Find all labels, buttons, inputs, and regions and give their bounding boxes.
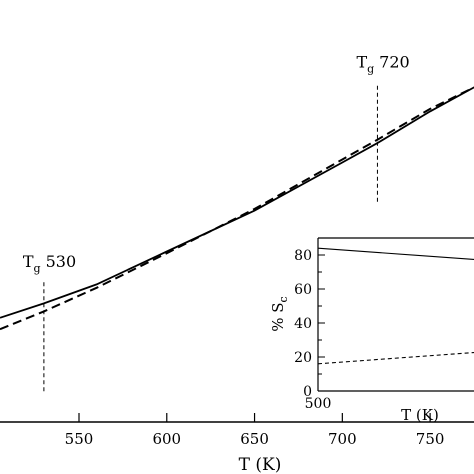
inset-series-solid xyxy=(317,247,474,261)
tg-label: Tg 720 xyxy=(356,53,409,76)
tg-label-value: 530 xyxy=(46,252,77,271)
main-x-ticks: 550 600 650 700 750 xyxy=(65,413,445,448)
main-x-axis-label: T (K) xyxy=(239,455,282,474)
inset-y-tick-label: 80 xyxy=(294,248,312,264)
inset-y-axis-label: % Sc xyxy=(269,296,290,331)
inset-series-group xyxy=(317,247,474,365)
inset-y-tick-label: 40 xyxy=(294,316,312,332)
inset-background xyxy=(318,238,474,391)
inset-x-axis-label: T (K) xyxy=(401,406,439,424)
tg-label-value: 720 xyxy=(379,53,410,72)
main-x-tick-label: 600 xyxy=(152,430,181,448)
tg-label-sub: g xyxy=(34,262,41,275)
main-x-tick-label: 700 xyxy=(328,430,357,448)
inset-y-tick-label: 0 xyxy=(303,384,312,400)
main-x-tick-label: 550 xyxy=(65,430,94,448)
tg-label: Tg 530 xyxy=(23,252,76,275)
inset-y-tick-label: 60 xyxy=(294,282,312,298)
inset-x-ticks: 500 xyxy=(305,396,332,412)
inset-y-axis-label-sub: c xyxy=(277,296,290,302)
main-x-tick-label: 750 xyxy=(416,430,445,448)
main-x-tick-label: 650 xyxy=(240,430,269,448)
inset-x-tick-label: 500 xyxy=(305,396,332,412)
inset-y-tick-label: 20 xyxy=(294,350,312,366)
tg-label-t: T xyxy=(356,53,367,72)
main-series-solid xyxy=(0,86,474,319)
inset-plot: 0 20 40 60 80 500 T (K) % Sc xyxy=(269,237,474,424)
inset-y-ticks: 0 20 40 60 80 xyxy=(294,248,325,400)
inset-y-axis-label-main: % S xyxy=(269,302,287,331)
tg-label-t: T xyxy=(23,252,34,271)
tg-annotations: Tg 530 Tg 720 xyxy=(23,53,410,392)
main-series-group xyxy=(0,86,474,331)
main-series-dashed xyxy=(0,86,474,331)
tg-label-sub: g xyxy=(367,63,374,76)
